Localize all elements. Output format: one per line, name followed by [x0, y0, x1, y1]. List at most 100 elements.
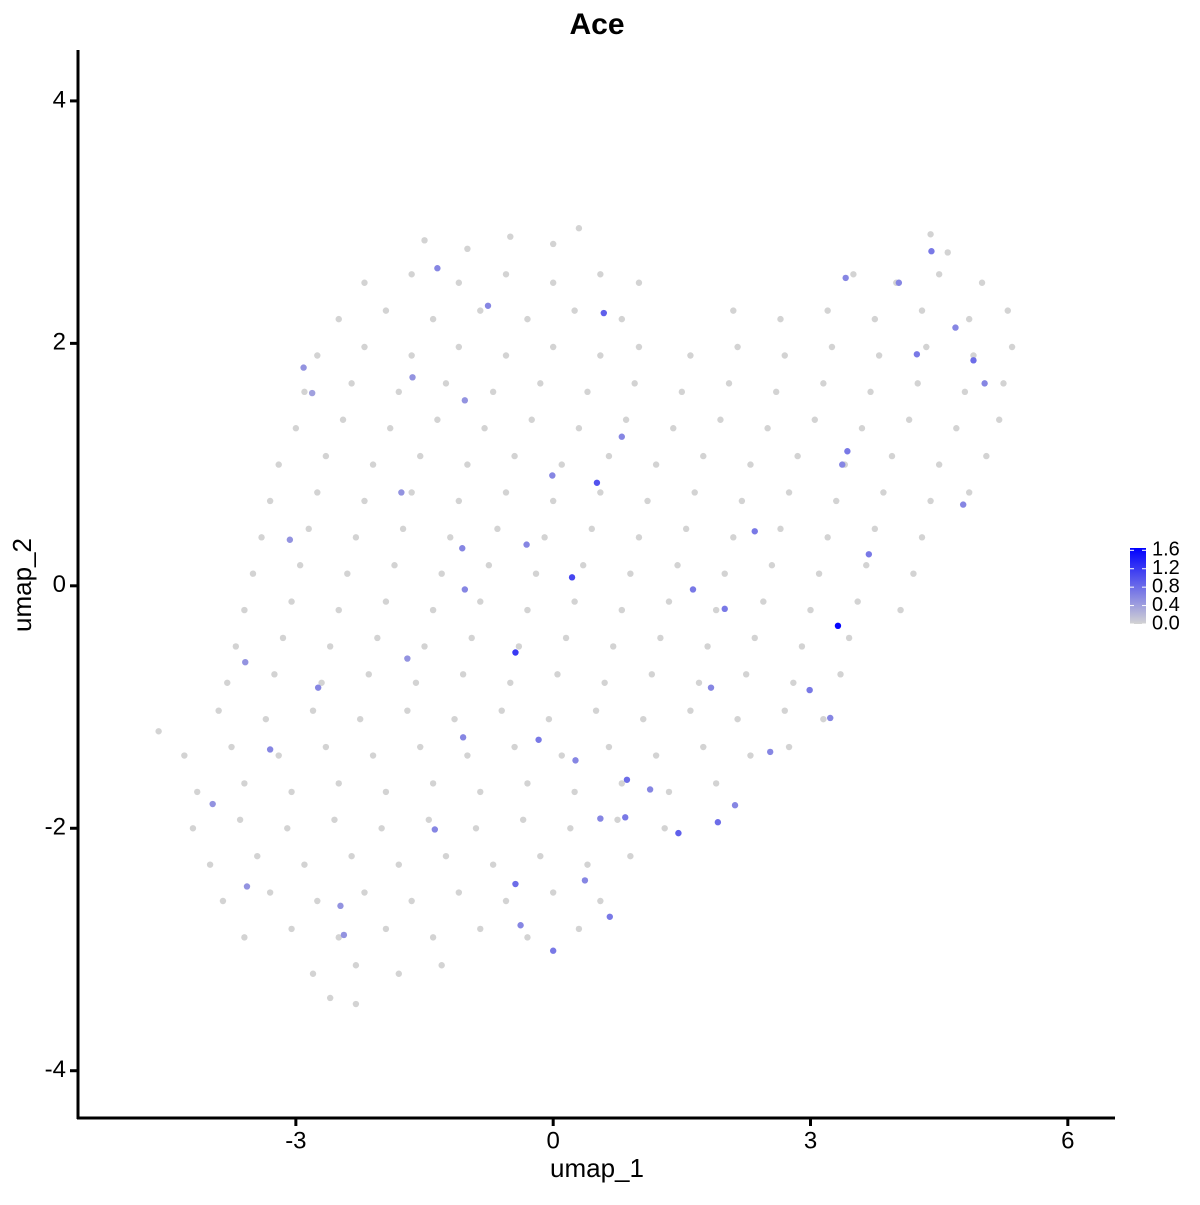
point — [382, 598, 390, 605]
point — [700, 452, 707, 460]
point — [337, 902, 344, 910]
y-axis-label: umap_2 — [7, 538, 37, 632]
point — [648, 671, 656, 678]
x-tick-label: 6 — [1061, 1127, 1074, 1154]
point — [455, 279, 463, 286]
point — [661, 825, 668, 832]
colorbar-label: 1.2 — [1152, 557, 1180, 579]
point — [305, 525, 312, 533]
point — [568, 574, 576, 581]
point — [434, 416, 441, 423]
point — [408, 897, 415, 905]
point — [781, 352, 788, 359]
point — [507, 679, 514, 686]
point — [549, 889, 557, 896]
point — [834, 622, 842, 630]
point — [409, 374, 416, 381]
point — [798, 643, 806, 650]
point — [288, 788, 295, 796]
point — [254, 852, 261, 860]
point — [707, 684, 715, 691]
point — [502, 271, 510, 278]
point — [691, 489, 698, 496]
point — [635, 343, 643, 351]
point — [640, 715, 647, 723]
point — [459, 545, 466, 552]
point — [374, 634, 381, 642]
point — [309, 970, 317, 977]
point — [318, 679, 325, 686]
point — [331, 816, 338, 823]
point — [502, 352, 510, 359]
point — [461, 586, 469, 593]
point — [431, 826, 439, 833]
point — [288, 598, 295, 605]
point — [751, 528, 758, 535]
point — [344, 570, 351, 577]
point — [601, 679, 608, 686]
point — [194, 788, 201, 796]
point — [335, 606, 342, 614]
colorbar — [1130, 548, 1146, 624]
point — [687, 707, 694, 714]
point — [545, 715, 553, 723]
point — [408, 271, 415, 278]
point — [369, 461, 377, 468]
point — [597, 815, 604, 822]
point — [592, 707, 600, 714]
point — [485, 562, 493, 569]
point — [842, 274, 849, 282]
point — [731, 802, 739, 809]
point — [670, 425, 677, 432]
point — [827, 714, 834, 722]
point — [928, 248, 935, 255]
point — [395, 970, 402, 977]
point — [871, 525, 879, 533]
point — [575, 425, 583, 432]
point — [657, 634, 664, 642]
point — [266, 497, 274, 505]
point — [751, 634, 758, 642]
point — [335, 934, 342, 941]
point — [361, 279, 368, 286]
y-tick-label: 4 — [53, 86, 66, 113]
point — [515, 643, 523, 650]
point — [785, 743, 793, 751]
point — [524, 315, 531, 323]
point — [897, 606, 904, 614]
point — [712, 606, 720, 614]
point — [689, 586, 697, 593]
point — [181, 752, 188, 759]
point — [464, 245, 471, 253]
point — [700, 743, 707, 751]
point — [461, 397, 469, 404]
point — [215, 707, 222, 714]
point — [532, 570, 540, 577]
point — [581, 877, 589, 884]
point — [279, 634, 287, 642]
point — [494, 525, 501, 533]
point — [665, 788, 673, 796]
point — [528, 416, 535, 423]
point — [517, 922, 524, 929]
point — [524, 606, 531, 614]
point — [512, 880, 519, 888]
point — [209, 800, 216, 808]
point — [352, 1000, 360, 1008]
point — [348, 852, 355, 860]
point — [772, 388, 780, 396]
point — [567, 825, 574, 832]
point — [605, 452, 613, 460]
point — [678, 388, 686, 396]
point — [378, 825, 385, 832]
point — [498, 707, 505, 714]
point — [721, 605, 728, 613]
point — [839, 461, 846, 468]
point — [584, 861, 591, 868]
point — [361, 497, 368, 505]
point — [314, 684, 322, 691]
point — [537, 852, 544, 860]
x-axis-label: umap_1 — [550, 1153, 644, 1183]
point — [768, 562, 776, 569]
point — [837, 671, 844, 678]
